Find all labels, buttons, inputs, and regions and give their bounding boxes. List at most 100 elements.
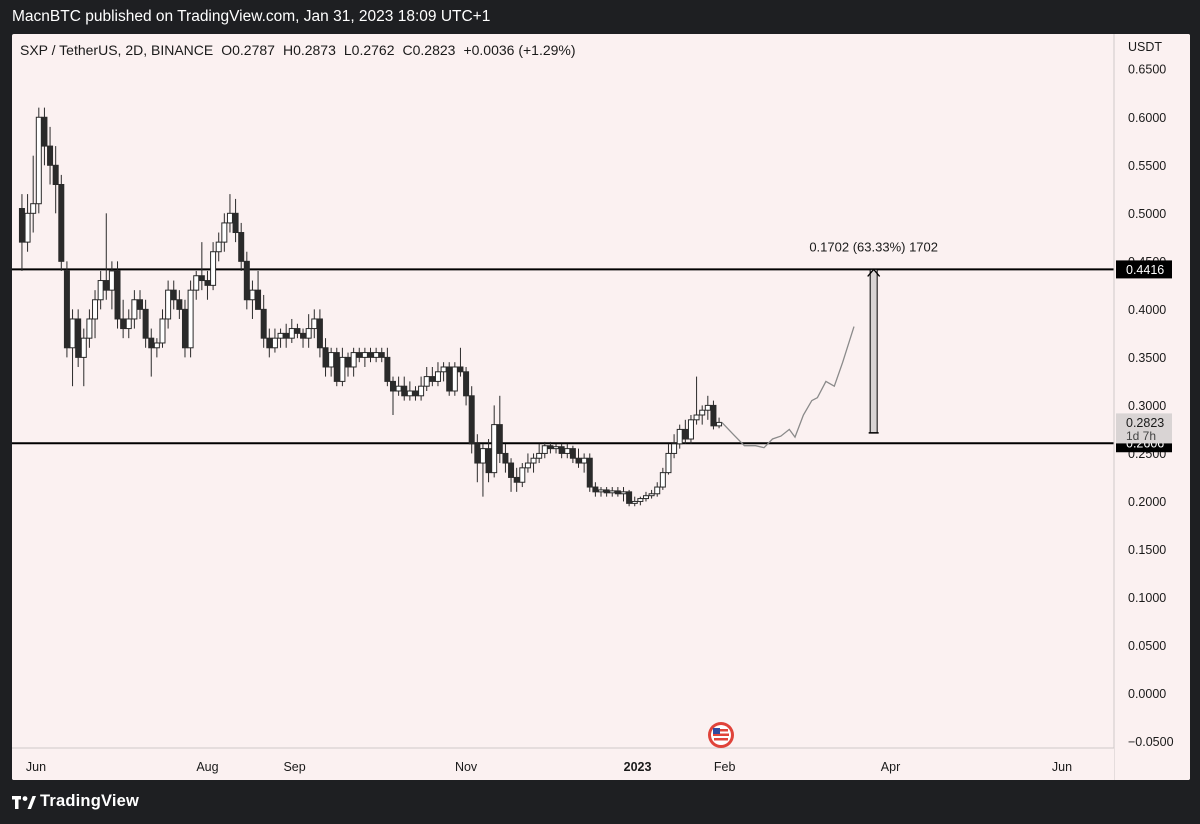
candle xyxy=(508,458,515,492)
candle xyxy=(333,347,340,387)
candle-body xyxy=(159,318,166,344)
price-tick-label: 0.6500 xyxy=(1128,63,1166,77)
symbol-line: SXP / TetherUS, 2D, BINANCE xyxy=(20,42,213,58)
candle-body xyxy=(367,352,374,358)
candle-body xyxy=(659,472,666,488)
candle xyxy=(148,328,155,377)
candle-body xyxy=(47,145,54,166)
candle-body xyxy=(294,328,301,334)
candle-body xyxy=(384,356,391,382)
candle xyxy=(193,270,200,300)
candle-body xyxy=(491,424,498,474)
candle xyxy=(58,174,65,271)
candle xyxy=(137,290,144,319)
candlestick-chart[interactable]: 0.1702 (63.33%) 1702 USDT 0.6500 0.6000 0.5… xyxy=(12,34,1190,780)
candle xyxy=(513,467,520,492)
candle xyxy=(558,443,565,459)
price-line-badge-label: 0.4416 xyxy=(1126,263,1164,277)
candle xyxy=(418,376,425,401)
chart-panel[interactable]: 0.1702 (63.33%) 1702 USDT 0.6500 0.6000 0.5… xyxy=(12,34,1190,780)
candle-body xyxy=(210,251,217,286)
candle xyxy=(345,352,352,377)
candle xyxy=(671,434,678,459)
candle-body xyxy=(176,299,183,310)
candle-body xyxy=(204,280,211,286)
measure-arrow-icon xyxy=(867,268,881,277)
candle xyxy=(373,347,380,363)
time-axis-bg xyxy=(12,748,1114,780)
candle xyxy=(541,441,548,459)
candle xyxy=(328,347,335,377)
time-tick-label: Jun xyxy=(1052,760,1072,774)
ohlc-value: C0.2823 xyxy=(403,42,456,58)
candle-body xyxy=(41,116,48,147)
candle xyxy=(569,445,576,464)
candle-body xyxy=(153,342,160,349)
candle-body xyxy=(693,414,700,421)
candle-body xyxy=(586,457,593,488)
candle-body xyxy=(125,318,132,330)
candle-body xyxy=(69,318,76,349)
candle xyxy=(659,467,666,490)
price-tick-label: 0.3000 xyxy=(1128,399,1166,413)
candle xyxy=(463,366,470,406)
candle-body xyxy=(536,452,543,459)
candle-body xyxy=(614,490,621,495)
time-axis[interactable]: Jun Aug Sep Nov 2023 Feb Apr Jun xyxy=(12,747,1114,780)
candle xyxy=(586,453,593,492)
candle xyxy=(97,270,104,310)
candle-body xyxy=(148,337,155,349)
candle xyxy=(255,270,262,310)
candle xyxy=(243,251,250,310)
candle-body xyxy=(654,486,661,495)
candle xyxy=(676,424,683,449)
candle-body xyxy=(418,385,425,397)
time-tick-label: Nov xyxy=(455,760,478,774)
candle xyxy=(637,496,644,506)
candle-body xyxy=(637,498,644,502)
flag-stripe xyxy=(714,738,728,741)
candle xyxy=(440,362,447,382)
candle-body xyxy=(165,289,172,320)
candle-body xyxy=(311,318,318,330)
candle-body xyxy=(598,489,605,493)
candle-body xyxy=(103,280,110,291)
measure-label: 0.1702 (63.33%) 1702 xyxy=(809,239,938,254)
price-tick-label: −0.0500 xyxy=(1128,735,1174,749)
candle xyxy=(536,443,543,464)
candle xyxy=(704,395,711,420)
candle xyxy=(142,299,149,348)
candle xyxy=(108,261,115,310)
candle xyxy=(69,309,76,387)
candle xyxy=(609,487,616,497)
candle xyxy=(592,482,599,497)
price-axis[interactable]: USDT0.65000.60000.55000.50000.45000.4000… xyxy=(1113,34,1190,780)
candle-body xyxy=(687,419,694,440)
price-tick-label: 0.1500 xyxy=(1128,543,1166,557)
candle xyxy=(575,448,582,468)
candle-body xyxy=(575,457,582,464)
candle xyxy=(350,347,357,377)
candle xyxy=(198,242,205,291)
candle-body xyxy=(97,280,104,301)
price-tick-label: 0.5000 xyxy=(1128,207,1166,221)
price-tick-label: 0.4000 xyxy=(1128,303,1166,317)
candle-body xyxy=(513,476,520,483)
candle xyxy=(603,487,610,497)
candle xyxy=(474,434,481,483)
candle xyxy=(288,318,295,343)
candle-body xyxy=(238,232,245,262)
us-flag-event-icon[interactable] xyxy=(708,722,734,748)
candle xyxy=(598,487,605,497)
candle xyxy=(524,453,531,473)
ohlc-value: O0.2787 xyxy=(221,42,275,58)
candle-body xyxy=(170,289,177,301)
candle-body xyxy=(249,289,256,301)
candle xyxy=(682,419,689,444)
candle xyxy=(92,290,99,339)
candle-body xyxy=(474,443,481,464)
price-tick-label: 0.0000 xyxy=(1128,687,1166,701)
candle xyxy=(30,155,37,233)
candle xyxy=(311,309,318,339)
candle-body xyxy=(451,366,458,392)
